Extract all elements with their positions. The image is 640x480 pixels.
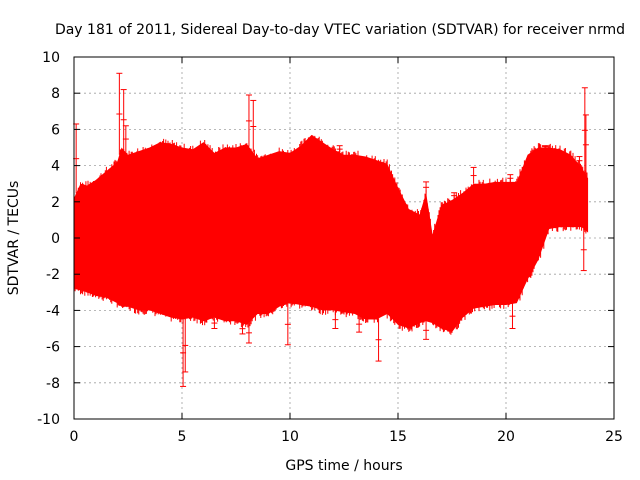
data-series	[73, 72, 589, 387]
spike-errorbar	[507, 174, 514, 182]
spike-errorbar	[423, 321, 430, 340]
y-tick-label: -2	[46, 267, 60, 283]
spike-errorbar	[284, 303, 291, 346]
spike-errorbar	[581, 87, 588, 173]
y-tick-label: -4	[46, 303, 60, 319]
x-tick-label: 20	[497, 429, 515, 445]
x-tick-label: 0	[70, 429, 79, 445]
spike-errorbar	[470, 166, 477, 184]
spike-errorbar	[211, 317, 218, 329]
x-tick-label: 10	[281, 429, 299, 445]
spike-errorbar	[182, 318, 189, 373]
spike-errorbar	[541, 145, 548, 148]
y-tick-label: 10	[42, 50, 60, 66]
y-tick-label: 2	[51, 195, 60, 211]
spike-errorbar	[332, 310, 339, 329]
spike-errorbar	[423, 181, 430, 193]
y-tick-label: -10	[37, 412, 60, 428]
spike-errorbar	[451, 192, 458, 199]
spike-errorbar	[116, 72, 123, 155]
spike-errorbar	[250, 99, 257, 153]
chart-title: Day 181 of 2011, Sidereal Day-to-day VTE…	[55, 22, 625, 38]
y-tick-label: -8	[46, 376, 60, 392]
x-tick-label: 15	[389, 429, 407, 445]
spike-errorbar	[239, 323, 246, 335]
y-axis-label: SDTVAR / TECUs	[6, 181, 22, 296]
spike-errorbar	[576, 156, 583, 165]
x-tick-label: 5	[178, 429, 187, 445]
x-tick-label: 25	[605, 429, 623, 445]
spike-errorbar	[336, 145, 343, 153]
spike-errorbar	[580, 228, 587, 272]
spike-errorbar	[509, 303, 516, 329]
spike-errorbar	[245, 94, 252, 147]
y-tick-label: -6	[46, 340, 60, 356]
y-tick-label: 0	[51, 231, 60, 247]
spike-errorbar	[245, 322, 252, 344]
y-tick-label: 4	[51, 159, 60, 175]
axes: 0 5 10 15 20 25 -10 -8 -6 -4 -2 0 2 4 6 8 10	[37, 50, 623, 445]
x-axis-label: GPS time / hours	[285, 458, 402, 474]
spike-errorbar	[375, 318, 382, 362]
spike-errorbar	[582, 114, 589, 175]
spike-errorbar	[120, 89, 127, 150]
spike-errorbar	[356, 316, 363, 333]
y-tick-label: 8	[51, 86, 60, 102]
y-tick-label: 6	[51, 122, 60, 138]
spike-errorbar	[122, 125, 129, 153]
